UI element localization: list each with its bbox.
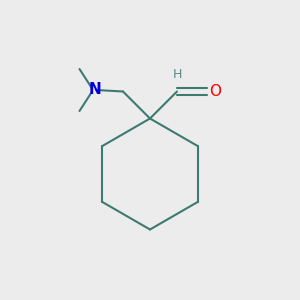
- Text: N: N: [88, 82, 101, 98]
- Text: O: O: [209, 84, 221, 99]
- Text: H: H: [172, 68, 182, 82]
